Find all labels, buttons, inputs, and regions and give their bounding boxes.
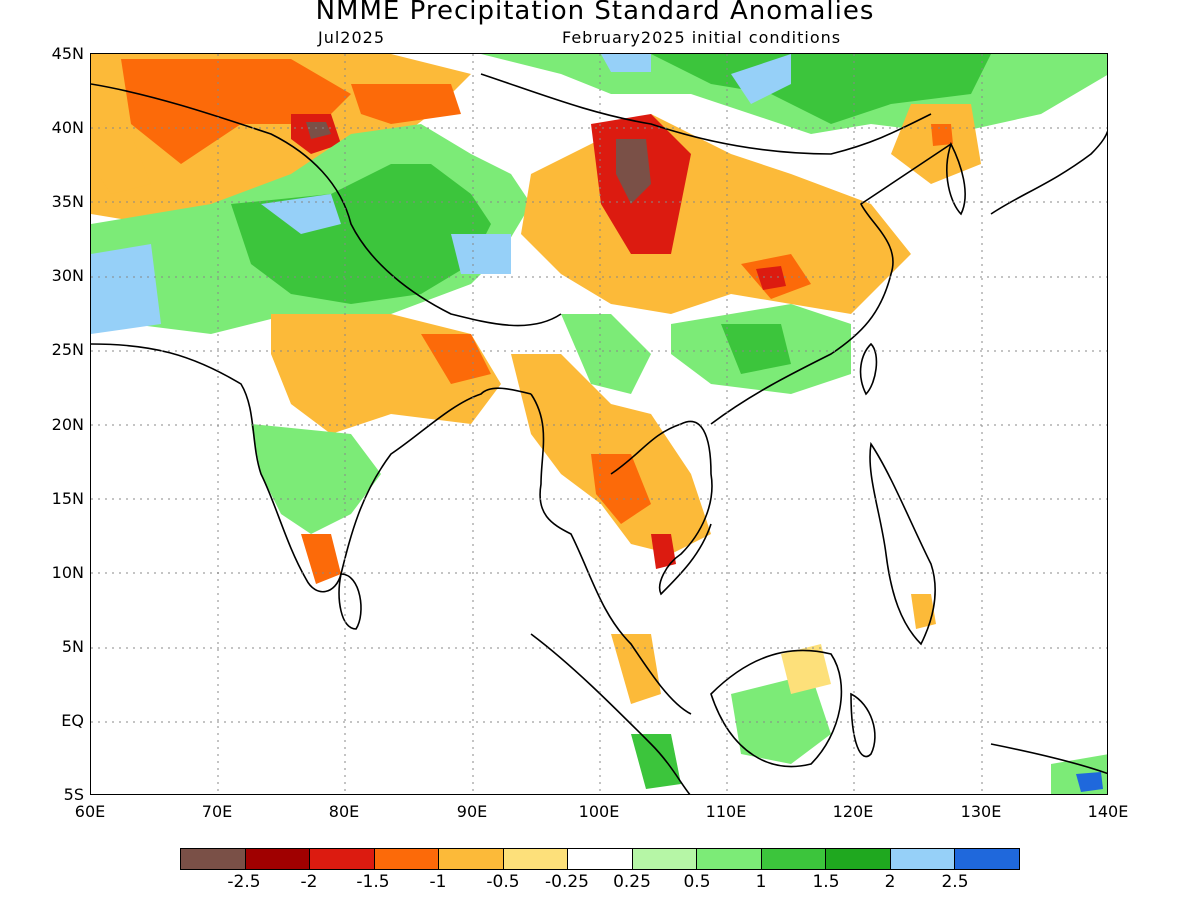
colorbar-label: -2	[300, 872, 318, 892]
colorbar-label: -0.25	[545, 872, 589, 892]
wet-patch-west	[91, 244, 161, 334]
anomaly-shading	[91, 54, 1107, 794]
lat-label-eq: EQ	[61, 711, 84, 730]
lon-label-110e: 110E	[705, 802, 747, 821]
coastline-borneo	[710, 649, 843, 768]
lat-label-40n: 40N	[51, 118, 84, 137]
dry-patch-yangtze-red	[756, 266, 786, 290]
colorbar-label: 0.5	[683, 872, 711, 892]
chart-title: NMME Precipitation Standard Anomalies	[315, 0, 875, 26]
colorbar	[180, 848, 1020, 870]
extreme-dry-patch-tarim	[306, 122, 331, 139]
lon-label-60e: 60E	[74, 802, 106, 821]
colorbar-swatch	[439, 849, 504, 869]
lon-label-70e: 70E	[201, 802, 233, 821]
dry-patch-borneo	[781, 644, 831, 694]
precipitation-anomaly-map	[90, 53, 1108, 795]
dry-patch-south-india	[301, 534, 341, 584]
lat-label-30n: 30N	[51, 266, 84, 285]
initial-conditions-label: February2025 initial conditions	[562, 28, 842, 47]
coastline-sumatra	[530, 633, 691, 794]
colorbar-swatch	[181, 849, 246, 869]
lon-label-100e: 100E	[578, 802, 620, 821]
colorbar-swatch	[245, 849, 311, 869]
dry-patch-sumatra	[611, 634, 661, 704]
colorbar-swatch	[632, 849, 698, 869]
colorbar-swatch	[955, 849, 1019, 869]
dry-region-central-china	[521, 114, 911, 314]
extreme-dry-core-central-china	[616, 139, 651, 204]
colorbar-swatch	[310, 849, 375, 869]
colorbar-swatch	[890, 849, 956, 869]
coastline-sri-lanka	[338, 573, 362, 630]
lon-label-90e: 90E	[456, 802, 488, 821]
coastline-south-china	[710, 143, 952, 425]
drier-core-thailand	[591, 454, 651, 524]
coastline-india	[91, 343, 532, 593]
wet-patch-sumatra-south	[631, 734, 681, 789]
dry-core-cambodia	[651, 534, 676, 569]
valid-month-label: Jul2025	[318, 28, 386, 47]
lat-label-15n: 15N	[51, 489, 84, 508]
colorbar-label: -0.5	[486, 872, 520, 892]
very-wet-patch-new-guinea	[1076, 772, 1103, 792]
lat-label-10n: 10N	[51, 563, 84, 582]
lon-label-80e: 80E	[328, 802, 360, 821]
drier-core-india	[421, 334, 491, 384]
wet-region-myanmar	[561, 314, 651, 394]
lon-label-130e: 130E	[960, 802, 1002, 821]
wet-region-west-india	[251, 424, 381, 534]
wet-region-borneo	[731, 674, 831, 764]
colorbar-label: 0.25	[613, 872, 651, 892]
dry-patch-west	[91, 114, 151, 194]
colorbar-label: 1.5	[812, 872, 840, 892]
coastline-japan	[990, 130, 1107, 215]
lon-label-140e: 140E	[1087, 802, 1129, 821]
colorbar-label: 1	[755, 872, 767, 892]
coastline-taiwan	[859, 342, 878, 396]
dry-band-north	[351, 84, 461, 124]
colorbar-swatch	[826, 849, 891, 869]
wet-core-south-china	[721, 324, 791, 374]
lat-label-35n: 35N	[51, 192, 84, 211]
very-wet-tibet	[261, 194, 341, 234]
colorbar-swatch	[697, 849, 762, 869]
coastline-sulawesi	[850, 692, 876, 758]
lat-label-45n: 45N	[51, 44, 84, 63]
colorbar-swatch	[761, 849, 827, 869]
coastline-philippines	[869, 441, 936, 646]
very-wet-patch-mongolia	[731, 54, 791, 104]
lat-label-25n: 25N	[51, 340, 84, 359]
colorbar-swatch	[374, 849, 440, 869]
coastlines	[91, 73, 1107, 794]
colorbar-label: -2.5	[227, 872, 261, 892]
colorbar-label: -1	[429, 872, 447, 892]
coastline-bay-of-bengal	[530, 393, 692, 715]
colorbar-swatch	[568, 849, 633, 869]
dry-core-korea	[931, 124, 953, 146]
lat-label-5n: 5N	[61, 637, 84, 656]
colorbar-label: -1.5	[356, 872, 390, 892]
coastline-new-guinea	[990, 743, 1107, 775]
colorbar-label: 2.5	[941, 872, 969, 892]
coastline-indochina	[610, 420, 713, 596]
very-wet-tibet-east	[451, 234, 511, 274]
lat-label-20n: 20N	[51, 415, 84, 434]
coastline-korea	[946, 141, 966, 216]
lat-label-5s: 5S	[63, 785, 84, 804]
wet-core-mongolia	[651, 54, 991, 124]
drier-core-central-asia	[121, 59, 351, 164]
graticule	[91, 54, 1107, 794]
colorbar-label: 2	[884, 872, 896, 892]
colorbar-swatch	[503, 849, 569, 869]
border-central-asia	[91, 83, 562, 327]
lon-label-120e: 120E	[832, 802, 874, 821]
border-china-mongolia	[480, 73, 932, 155]
map-canvas	[91, 54, 1107, 794]
very-wet-patch-north	[601, 54, 651, 72]
